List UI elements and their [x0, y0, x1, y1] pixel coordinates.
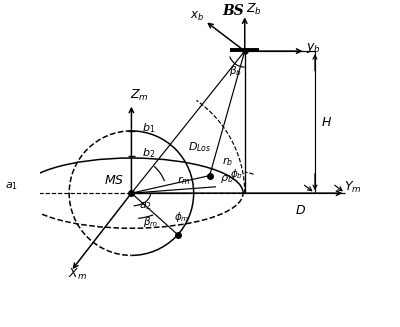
Text: $D$: $D$ — [295, 204, 306, 217]
Text: $Z_m$: $Z_m$ — [130, 88, 149, 103]
Text: $\beta_m$: $\beta_m$ — [143, 215, 158, 229]
Text: $\rho_b$: $\rho_b$ — [220, 173, 233, 185]
Text: $b_1$: $b_1$ — [142, 121, 156, 135]
Text: $MS$: $MS$ — [104, 174, 124, 187]
Text: $H$: $H$ — [320, 116, 332, 129]
Text: $D_{Los}$: $D_{Los}$ — [188, 140, 212, 154]
Text: $y_b$: $y_b$ — [306, 41, 321, 55]
Text: $r_m$: $r_m$ — [177, 174, 191, 187]
Text: BS: BS — [223, 4, 244, 18]
Text: $Z_b$: $Z_b$ — [246, 2, 262, 17]
Text: $x_b$: $x_b$ — [190, 10, 204, 23]
Text: $X_m$: $X_m$ — [68, 267, 87, 282]
Text: $\phi_b$: $\phi_b$ — [230, 167, 243, 181]
Text: $r_b$: $r_b$ — [222, 155, 233, 168]
Text: $Y_m$: $Y_m$ — [344, 180, 362, 195]
Text: $a_2$: $a_2$ — [139, 201, 152, 213]
Text: $b_2$: $b_2$ — [142, 146, 156, 160]
Text: $\beta_b$: $\beta_b$ — [229, 64, 242, 78]
Text: $a_1$: $a_1$ — [5, 180, 18, 192]
Text: $\phi_m$: $\phi_m$ — [174, 210, 190, 224]
